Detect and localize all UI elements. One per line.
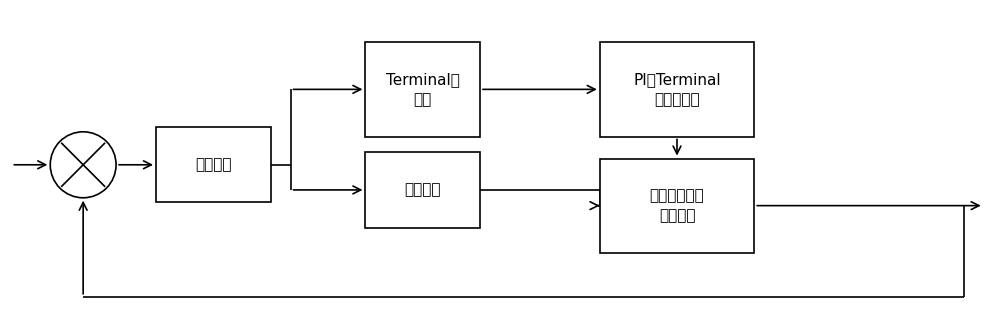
FancyBboxPatch shape [600, 42, 754, 137]
Text: Terminal滑
模面: Terminal滑 模面 [386, 72, 460, 107]
FancyBboxPatch shape [365, 42, 480, 137]
Text: PI型Terminal
滑模控制器: PI型Terminal 滑模控制器 [633, 72, 721, 107]
FancyBboxPatch shape [156, 127, 271, 203]
Text: 桥式吴车系统
双摇模型: 桥式吴车系统 双摇模型 [650, 188, 704, 223]
FancyBboxPatch shape [365, 152, 480, 228]
FancyBboxPatch shape [600, 158, 754, 253]
Text: 复合信号: 复合信号 [195, 157, 232, 172]
Text: 名义模型: 名义模型 [404, 182, 441, 197]
